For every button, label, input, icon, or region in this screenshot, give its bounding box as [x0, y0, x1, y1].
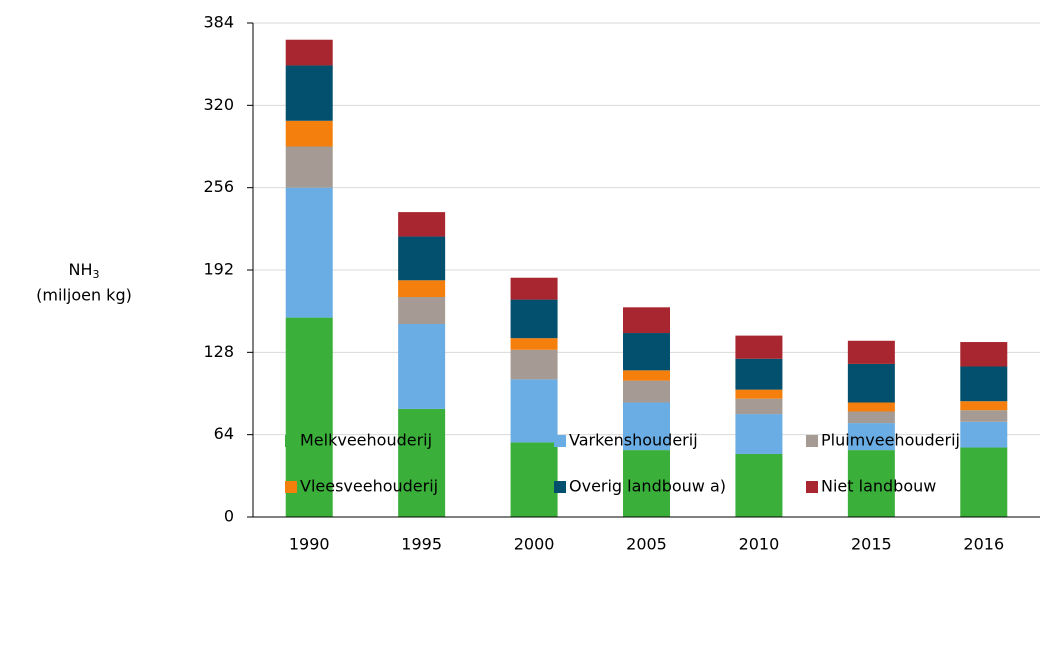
bar-segment	[285, 65, 333, 121]
y-axis-label-sub: 3	[93, 268, 100, 281]
bar-segment	[398, 280, 446, 298]
bar-segment	[960, 366, 1008, 402]
legend-swatch	[285, 435, 297, 447]
bar-segment	[285, 120, 333, 147]
bar-segment	[960, 401, 1008, 411]
bar-segment	[960, 342, 1008, 367]
x-tick-label: 1990	[289, 535, 330, 554]
y-tick-label: 64	[214, 424, 234, 443]
bar-segment	[398, 408, 446, 517]
bar-segment	[398, 236, 446, 281]
x-tick-label: 2010	[739, 535, 780, 554]
legend-label: Vleesveehouderij	[300, 477, 438, 496]
bar-segment	[510, 442, 558, 517]
bar-segment	[510, 338, 558, 350]
bar-segment	[285, 146, 333, 188]
legend-label: Overig landbouw a)	[569, 477, 726, 496]
legend-swatch	[554, 481, 566, 493]
x-tick-label: 2005	[626, 535, 667, 554]
bar-segment	[960, 421, 1008, 448]
bar-segment	[960, 410, 1008, 422]
bar-segment	[623, 380, 670, 403]
bar-segment	[735, 398, 783, 415]
bar-segment	[510, 299, 558, 339]
bar-segment	[735, 414, 783, 454]
y-tick-label: 256	[203, 177, 234, 196]
y-tick-label: 0	[224, 507, 234, 526]
legend-swatch	[554, 435, 566, 447]
bar-segment	[623, 333, 670, 371]
bar-segment	[623, 402, 670, 451]
y-axis-label: NH3	[69, 260, 100, 282]
bar-segment	[735, 389, 783, 399]
bar-segment	[510, 349, 558, 380]
legend-label: Varkenshouderij	[569, 431, 698, 450]
y-axis-label-main: NH	[69, 260, 93, 279]
x-tick-label: 2015	[851, 535, 892, 554]
bar-segment	[398, 212, 446, 237]
legend-swatch	[285, 481, 297, 493]
bar-segment	[398, 324, 446, 409]
bar-segment	[847, 423, 895, 451]
bar-segment	[285, 39, 333, 66]
bar-segment	[735, 358, 783, 390]
bar-segment	[847, 450, 895, 517]
bar-segment	[623, 307, 670, 334]
legend-label: Pluimveehouderij	[821, 431, 960, 450]
bar-segment	[847, 402, 895, 412]
y-axis-unit: (miljoen kg)	[36, 286, 132, 305]
bar-segment	[398, 297, 446, 325]
bar-segment	[510, 379, 558, 443]
x-tick-label: 1995	[401, 535, 442, 554]
x-tick-label: 2000	[514, 535, 555, 554]
x-tick-label: 2016	[963, 535, 1004, 554]
bar-segment	[623, 370, 670, 381]
bar-segment	[285, 187, 333, 318]
bar-segment	[623, 450, 670, 517]
bar-segment	[735, 335, 783, 359]
legend-swatch	[806, 435, 818, 447]
y-tick-label: 192	[203, 260, 234, 279]
bar-segment	[847, 363, 895, 403]
bar-segment	[847, 340, 895, 364]
legend-swatch	[806, 481, 818, 493]
bar-segment	[735, 453, 783, 517]
legend-label: Melkveehouderij	[300, 431, 432, 450]
legend-label: Niet landbouw	[821, 477, 936, 496]
bar-segment	[510, 277, 558, 300]
bar-segment	[847, 411, 895, 424]
y-tick-label: 320	[203, 95, 234, 114]
bar-segment	[960, 447, 1008, 517]
y-tick-label: 128	[203, 342, 234, 361]
y-tick-label: 384	[203, 13, 234, 32]
